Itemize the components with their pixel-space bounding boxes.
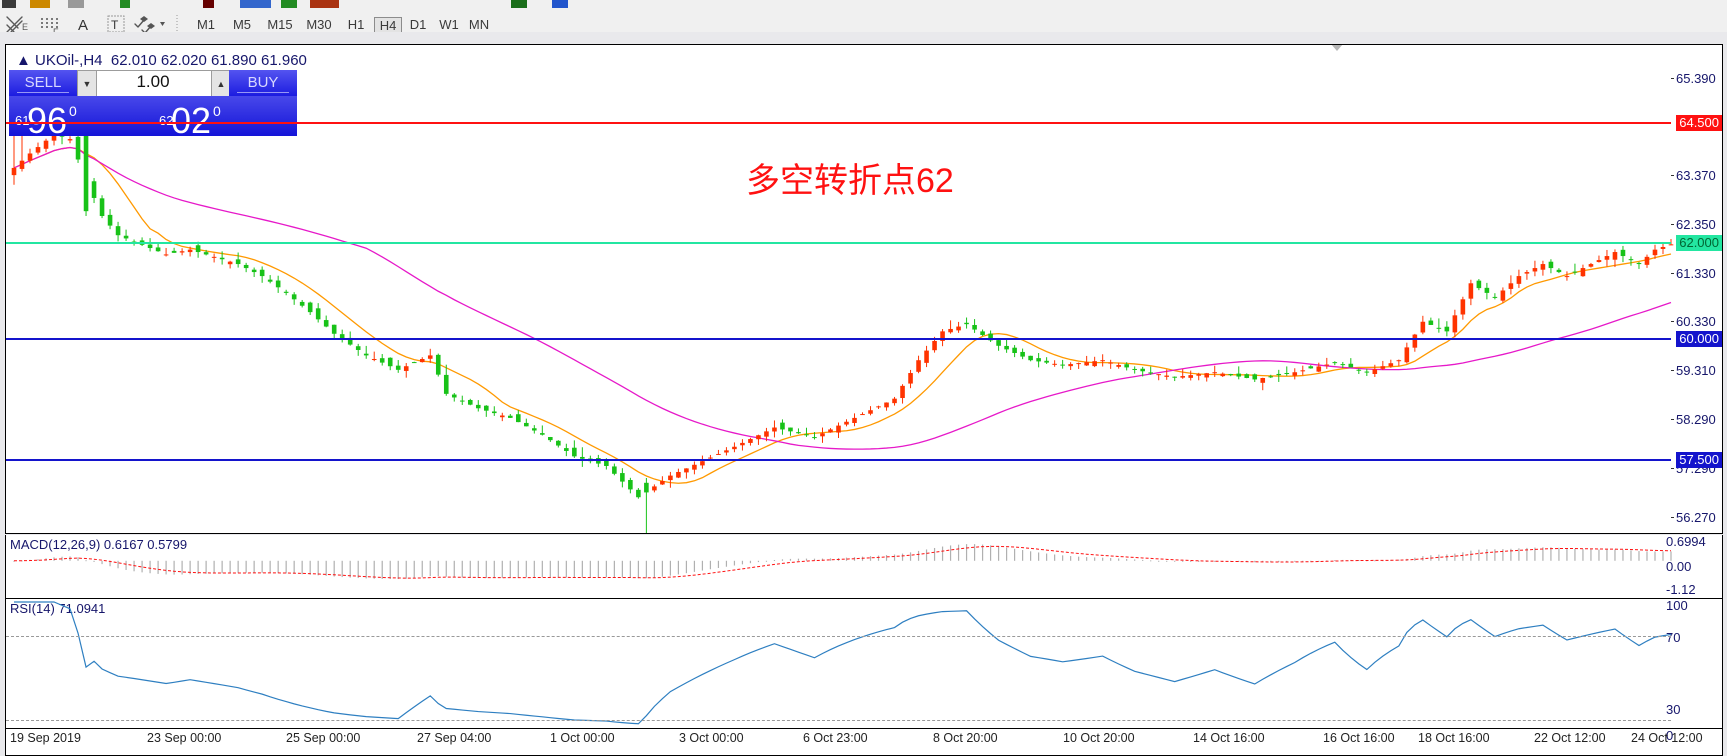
svg-text:E: E <box>22 22 28 32</box>
svg-text:T: T <box>111 18 119 32</box>
